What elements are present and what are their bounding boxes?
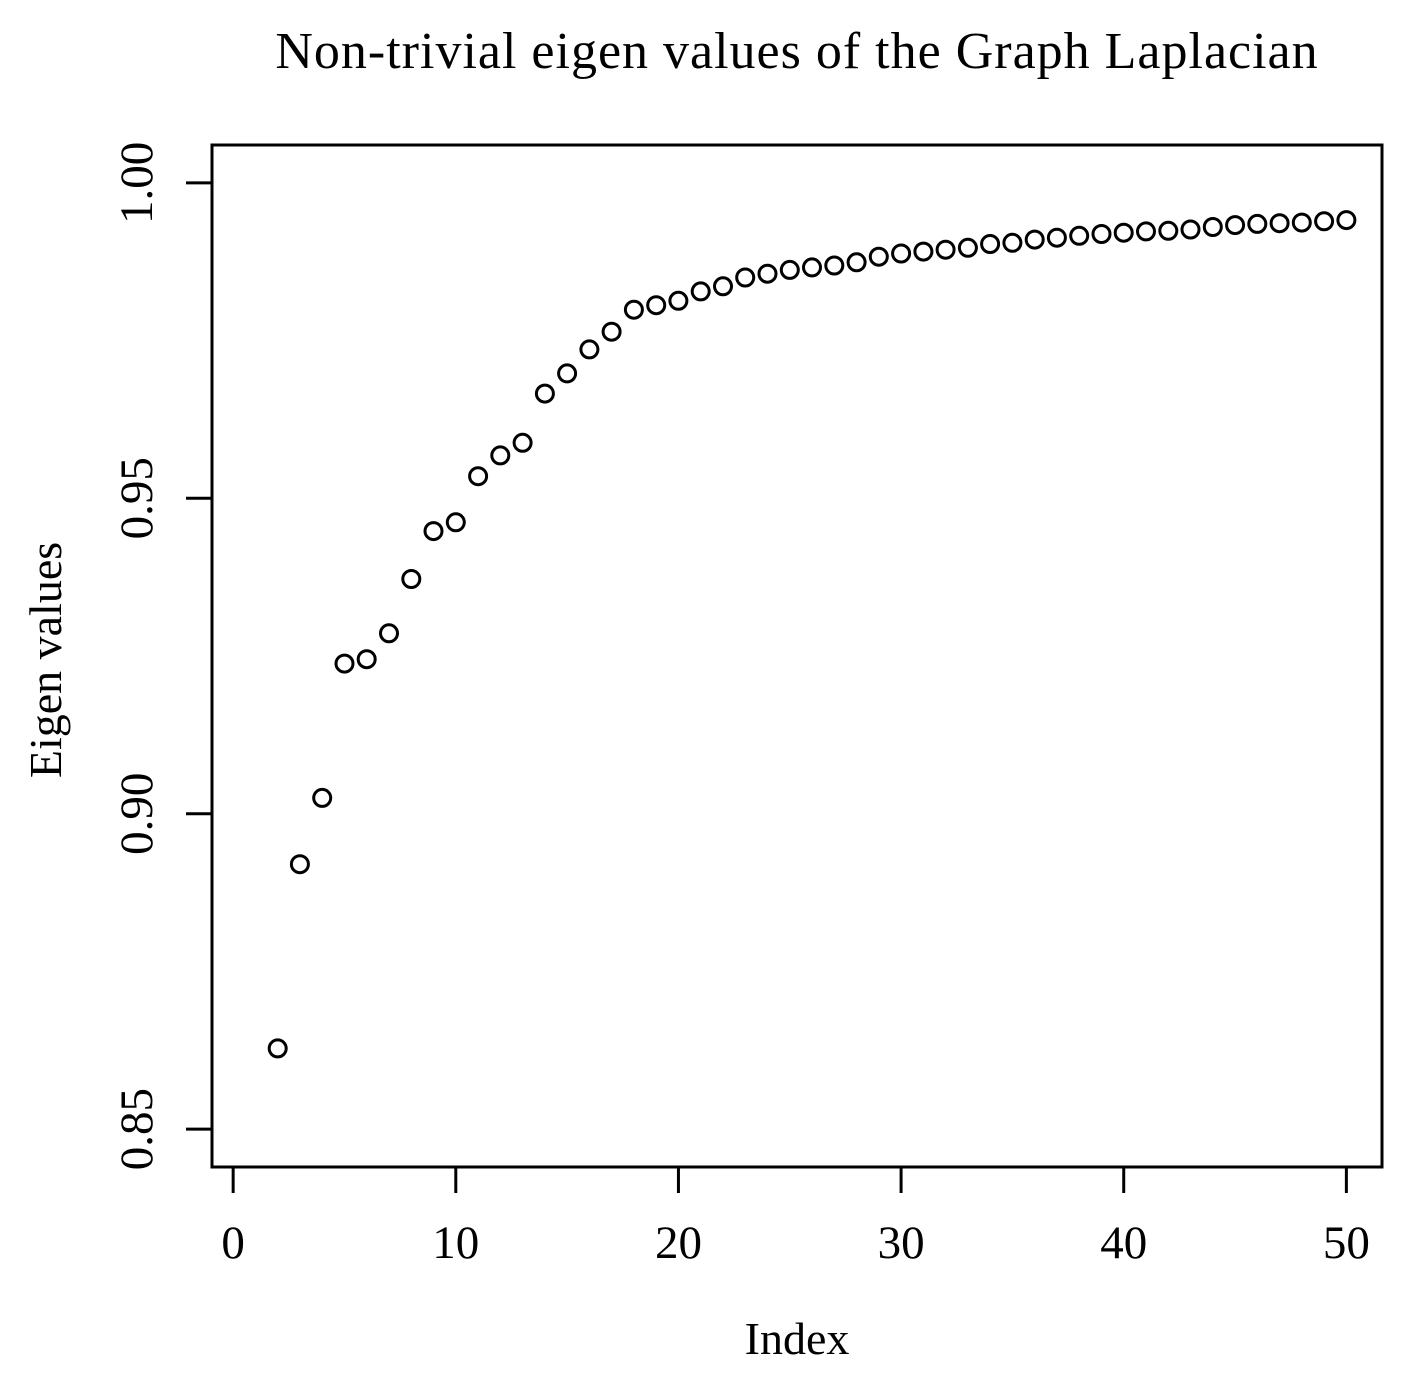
- data-point: [1091, 224, 1112, 244]
- x-axis-tick-label: 20: [655, 1217, 702, 1269]
- data-point: [935, 239, 956, 260]
- data-point: [1113, 222, 1134, 243]
- data-point: [512, 432, 533, 453]
- data-point: [913, 241, 934, 262]
- data-point: [802, 257, 822, 278]
- data-point: [289, 854, 310, 875]
- y-axis-label: Eigen values: [20, 541, 71, 779]
- data-point: [690, 281, 711, 302]
- data-point: [401, 569, 422, 589]
- data-point: [891, 243, 912, 264]
- data-point: [846, 252, 867, 273]
- y-axis-tick-label: 1.00: [111, 142, 163, 224]
- data-point: [1314, 211, 1335, 232]
- data-point: [601, 321, 622, 342]
- data-point: [1202, 217, 1223, 237]
- y-axis-tick-label: 0.85: [111, 1088, 163, 1170]
- data-point: [557, 363, 578, 384]
- data-point: [1247, 213, 1268, 234]
- data-point: [713, 276, 733, 297]
- data-point: [957, 237, 978, 258]
- data-point: [1069, 225, 1090, 246]
- y-axis-tick-label: 0.90: [111, 773, 163, 855]
- data-point: [312, 787, 333, 808]
- data-point: [1002, 232, 1023, 253]
- data-point: [334, 653, 355, 674]
- data-point: [1291, 212, 1312, 233]
- x-axis-tick-label: 0: [221, 1217, 245, 1269]
- data-point: [980, 234, 1001, 254]
- data-point: [1046, 227, 1067, 248]
- data-point: [579, 339, 600, 360]
- data-point: [779, 259, 800, 280]
- data-point: [379, 623, 399, 644]
- data-point: [868, 246, 889, 267]
- data-point: [1225, 215, 1246, 236]
- x-axis-tick-label: 10: [432, 1217, 479, 1269]
- data-point: [735, 267, 756, 288]
- data-point: [623, 299, 644, 320]
- x-axis-label: Index: [744, 1313, 850, 1364]
- data-point: [534, 383, 555, 404]
- data-point: [356, 649, 377, 670]
- data-point: [423, 521, 444, 542]
- plot-box-border: [210, 143, 1384, 1169]
- data-point: [1336, 210, 1357, 231]
- data-point: [267, 1038, 288, 1059]
- data-point: [668, 290, 689, 311]
- data-point: [1024, 229, 1045, 250]
- data-point: [824, 255, 845, 276]
- data-point: [757, 263, 778, 284]
- data-point: [1158, 220, 1179, 241]
- y-axis-tick-label: 0.95: [111, 457, 163, 539]
- x-axis-tick-label: 50: [1323, 1217, 1370, 1269]
- data-point: [445, 512, 466, 533]
- data-point: [1136, 221, 1156, 242]
- data-point: [1180, 219, 1201, 240]
- data-point: [1269, 213, 1290, 234]
- data-point: [468, 466, 489, 487]
- data-point: [490, 445, 511, 466]
- x-axis-tick-label: 40: [1100, 1217, 1147, 1269]
- chart-title: Non-trivial eigen values of the Graph La…: [275, 23, 1319, 80]
- x-axis-tick-label: 30: [878, 1217, 925, 1269]
- data-point: [646, 295, 667, 316]
